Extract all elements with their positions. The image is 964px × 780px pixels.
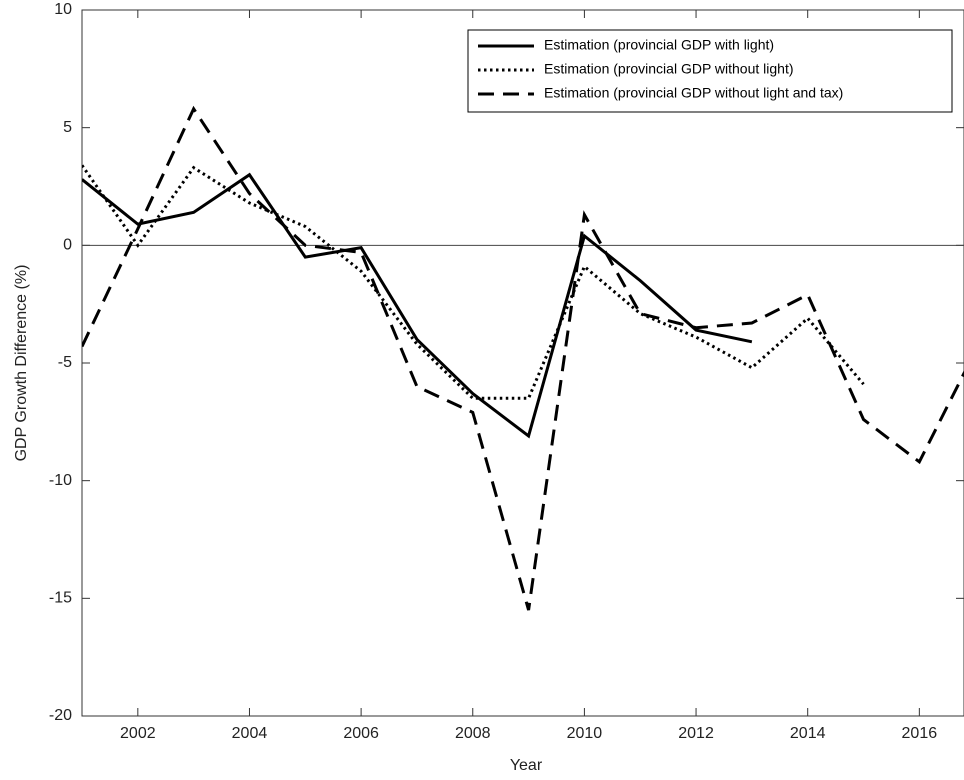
y-tick-label: -5 — [58, 354, 72, 371]
line-series — [82, 164, 865, 400]
x-tick-label: 2006 — [343, 725, 379, 742]
x-tick-label: 2002 — [120, 725, 156, 742]
line-series — [82, 105, 964, 611]
x-tick-label: 2010 — [567, 725, 603, 742]
x-tick-label: 2016 — [902, 725, 938, 742]
x-axis-label: Year — [510, 757, 543, 774]
y-tick-label: 10 — [54, 1, 72, 18]
legend: Estimation (provincial GDP with light) Es… — [467, 29, 953, 113]
legend-label: Estimation (provincial GDP without light… — [544, 61, 794, 77]
x-tick-label: 2004 — [232, 725, 268, 742]
x-tick-label: 2008 — [455, 725, 491, 742]
line-series — [82, 172, 753, 439]
y-axis-label: GDP Growth Difference (%) — [13, 265, 30, 462]
y-tick-label: -20 — [49, 707, 72, 724]
legend-label: Estimation (provincial GDP with light) — [544, 37, 774, 53]
legend-box — [467, 29, 953, 113]
y-tick-label: -15 — [49, 590, 72, 607]
x-tick-label: 2012 — [678, 725, 714, 742]
y-tick-label: -10 — [49, 472, 72, 489]
y-tick-label: 0 — [63, 237, 72, 254]
legend-label: Estimation (provincial GDP without light… — [544, 85, 843, 101]
y-tick-label: 5 — [63, 119, 72, 136]
plot-area — [82, 105, 964, 611]
x-tick-label: 2014 — [790, 725, 826, 742]
plot-frame — [81, 9, 964, 717]
